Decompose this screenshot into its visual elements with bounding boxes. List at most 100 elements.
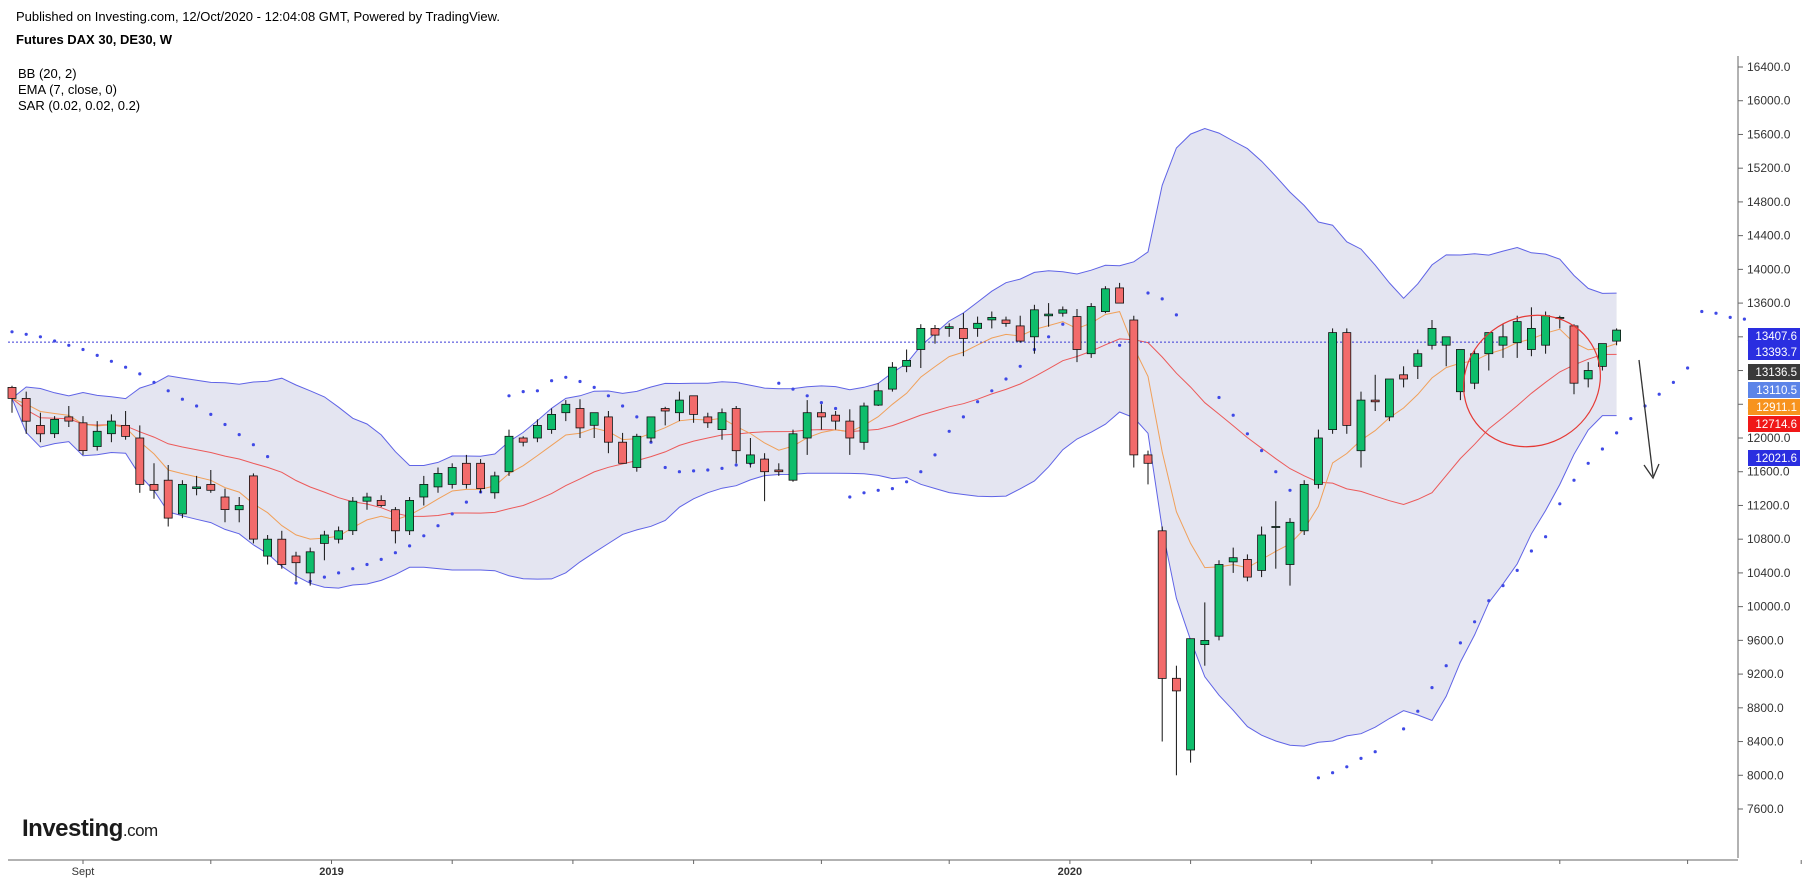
- candle: [1470, 349, 1479, 390]
- price-badge-label: 12021.6: [1755, 453, 1797, 465]
- candle: [1342, 328, 1352, 434]
- bollinger-upper-line: [11, 127, 1617, 466]
- candle-body: [1101, 288, 1110, 312]
- candle-body: [1541, 315, 1550, 346]
- candle-body: [817, 412, 826, 418]
- candle-body: [533, 424, 542, 439]
- candle: [1143, 450, 1153, 485]
- candle-body: [1086, 306, 1096, 355]
- candle-body: [78, 422, 88, 451]
- sar-dot: [805, 394, 809, 398]
- candle-body: [1044, 313, 1053, 317]
- sar-dot: [947, 429, 951, 433]
- candle: [405, 497, 415, 535]
- sar-dot: [1558, 502, 1562, 506]
- price-badge-bg: [1748, 416, 1800, 432]
- candle-body: [1030, 309, 1039, 338]
- sar-dot: [777, 381, 781, 385]
- candle-body: [263, 538, 273, 557]
- sar-dot: [1274, 470, 1278, 474]
- candle: [376, 495, 386, 508]
- sar-dot: [1373, 750, 1377, 754]
- candle: [788, 429, 798, 482]
- candle: [1157, 526, 1167, 742]
- price-badge-label: 13407.6: [1755, 331, 1797, 343]
- sar-dot: [1515, 568, 1519, 573]
- candle: [390, 507, 400, 544]
- candle: [1001, 316, 1011, 327]
- y-tick-label: 11200.0: [1747, 498, 1790, 512]
- candle: [1214, 560, 1224, 641]
- candle-body: [405, 499, 415, 532]
- candle-body: [1058, 309, 1068, 314]
- candle-body: [50, 418, 59, 435]
- candle: [36, 412, 45, 443]
- candle-body: [746, 454, 755, 464]
- candle: [334, 526, 344, 544]
- candle: [348, 497, 358, 535]
- candle: [746, 438, 755, 468]
- sar-dot: [564, 375, 568, 379]
- candle: [561, 400, 571, 422]
- sar-dot: [606, 394, 611, 398]
- sar-dot: [166, 389, 170, 393]
- ema-line: [11, 311, 1617, 569]
- candle: [831, 411, 840, 430]
- candle-body: [1342, 332, 1352, 426]
- candle-body: [902, 359, 911, 367]
- sar-dot: [521, 390, 525, 394]
- candle-body: [36, 424, 45, 435]
- sar-dot: [1402, 727, 1406, 731]
- price-badge-bg: [1748, 382, 1800, 398]
- indicator-bb-label: BB (20, 2): [18, 66, 77, 81]
- sar-dot: [635, 415, 639, 419]
- candle: [1484, 332, 1494, 371]
- candle: [1228, 547, 1238, 573]
- candle-body: [1498, 336, 1508, 346]
- candle-body: [547, 413, 556, 430]
- candle: [362, 492, 372, 510]
- candle: [291, 551, 301, 582]
- sar-dot: [408, 544, 412, 548]
- candle-body: [305, 551, 315, 574]
- candle-body: [589, 412, 599, 426]
- sar-dot: [1345, 765, 1349, 769]
- sar-dot: [1501, 584, 1505, 588]
- candle-body: [121, 424, 130, 437]
- candle: [760, 453, 769, 502]
- candle-body: [916, 327, 926, 350]
- bollinger-basis-line: [11, 338, 1617, 517]
- candle-body: [717, 412, 727, 431]
- sar-dot: [1700, 309, 1704, 314]
- sar-dot: [621, 404, 625, 408]
- sar-dot: [351, 567, 355, 571]
- price-badge: 13407.6: [1748, 328, 1800, 344]
- candle-body: [291, 555, 301, 564]
- y-tick-label: 14400.0: [1747, 229, 1791, 243]
- sar-dot: [1331, 771, 1335, 775]
- published-caption: Published on Investing.com, 12/Oct/2020 …: [16, 9, 500, 24]
- candle-body: [1441, 336, 1451, 346]
- sar-dot: [237, 433, 241, 437]
- sar-dot: [677, 470, 682, 474]
- sar-dot: [124, 365, 128, 369]
- candle: [547, 408, 556, 434]
- candle: [7, 385, 17, 413]
- candle-body: [1257, 534, 1266, 571]
- candle-body: [973, 322, 982, 329]
- price-badge-label: 12714.6: [1755, 419, 1797, 431]
- sar-dot: [95, 353, 99, 357]
- candle-body: [163, 479, 173, 519]
- candle-body: [518, 437, 528, 443]
- y-tick-label: 16400.0: [1747, 60, 1791, 74]
- candle-body: [447, 467, 457, 485]
- sar-dot: [1174, 313, 1178, 317]
- sar-dot: [1288, 488, 1292, 492]
- candle: [873, 383, 883, 406]
- y-tick-label: 15200.0: [1747, 161, 1791, 175]
- sar-dot: [990, 389, 994, 393]
- price-badge: 13136.5: [1748, 364, 1800, 380]
- y-tick-label: 10000.0: [1747, 600, 1791, 614]
- y-tick-label: 10800.0: [1747, 532, 1791, 546]
